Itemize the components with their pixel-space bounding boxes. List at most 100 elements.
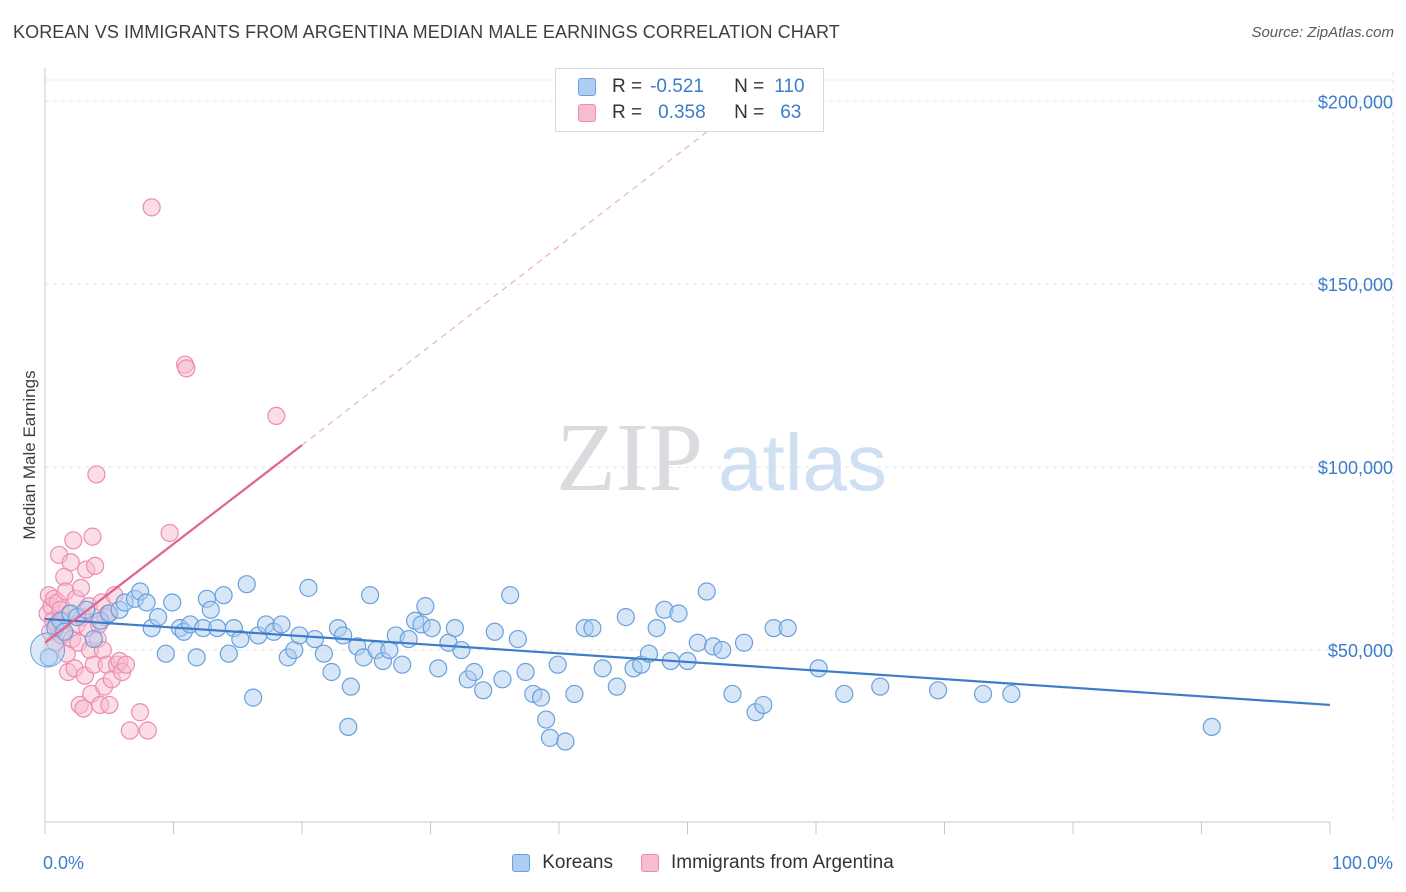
korean-point xyxy=(322,662,341,682)
legend-label-koreans: Koreans xyxy=(542,852,613,873)
korean-point xyxy=(305,629,324,649)
korean-point xyxy=(148,608,168,627)
x-tick-label-max: 100.0% xyxy=(1332,853,1393,873)
legend-swatch-argentina xyxy=(640,854,659,872)
y-tick-label: $50,000 xyxy=(1328,641,1393,661)
korean-point xyxy=(501,586,520,605)
korean-point-cluster xyxy=(30,632,66,668)
korean-point xyxy=(244,688,263,707)
argentina-point xyxy=(142,198,161,217)
korean-point xyxy=(156,644,175,663)
argentina-point xyxy=(138,721,157,740)
korean-point xyxy=(583,618,602,638)
korean-point xyxy=(208,618,227,638)
korean-point xyxy=(556,732,575,751)
watermark-zip: ZIP xyxy=(556,404,703,512)
korean-point xyxy=(55,622,74,641)
korean-point xyxy=(713,640,732,660)
series-legend: Koreans Immigrants from Argentina xyxy=(0,852,1406,874)
korean-point xyxy=(616,608,635,627)
argentina-point xyxy=(100,695,119,715)
korean-point xyxy=(84,629,103,649)
korean-point xyxy=(237,575,256,594)
korean-point xyxy=(214,586,233,605)
legend-label-argentina: Immigrants from Argentina xyxy=(670,852,894,873)
correlation-legend: R = -0.521 N = 110 R = 0.358 N = 63 xyxy=(555,68,824,132)
legend-n-label: N = xyxy=(734,76,765,97)
korean-point xyxy=(474,681,493,700)
argentina-point xyxy=(177,359,196,378)
korean-point xyxy=(39,648,58,667)
argentina-point xyxy=(87,465,106,484)
korean-point xyxy=(137,593,156,612)
korean-point xyxy=(537,710,556,729)
argentina-point xyxy=(64,531,83,550)
trend-line-argentina-extrapolated xyxy=(301,126,714,446)
legend-swatch-pink xyxy=(578,104,596,122)
legend-r-value: -0.521 xyxy=(650,76,704,97)
x-tick-labels: 0.0% 100.0% xyxy=(43,853,1393,873)
korean-point xyxy=(973,684,993,704)
legend-r-value: 0.358 xyxy=(658,102,706,123)
trend-line-argentina xyxy=(44,444,303,644)
korean-point xyxy=(219,644,238,663)
korean-point xyxy=(723,684,742,704)
korean-point xyxy=(734,633,754,652)
argentina-point xyxy=(267,406,286,426)
korean-point xyxy=(399,629,418,649)
korean-point xyxy=(1202,717,1221,736)
korean-point xyxy=(429,659,448,678)
korean-point xyxy=(607,677,626,696)
watermark-atlas: atlas xyxy=(718,418,887,507)
watermark: ZIP atlas xyxy=(556,404,887,512)
legend-n-value: 110 xyxy=(774,76,805,97)
trend-lines xyxy=(44,126,1331,707)
korean-point xyxy=(231,629,250,649)
korean-point xyxy=(163,593,182,612)
axes xyxy=(44,68,1331,834)
korean-point xyxy=(835,684,854,704)
korean-point xyxy=(593,659,612,678)
argentina-point xyxy=(120,721,139,740)
korean-point xyxy=(688,633,707,652)
legend-swatch-blue xyxy=(578,78,596,96)
legend-row-argentina: R = 0.358 N = 63 xyxy=(578,101,801,125)
korean-point xyxy=(778,618,797,638)
legend-item-argentina: Immigrants from Argentina xyxy=(640,852,894,874)
korean-point xyxy=(416,597,435,616)
y-tick-label: $150,000 xyxy=(1318,275,1393,295)
y-tick-label: $200,000 xyxy=(1318,92,1393,112)
korean-point xyxy=(928,681,948,700)
argentina-point xyxy=(160,523,179,543)
korean-point xyxy=(201,600,220,619)
y-tick-label: $100,000 xyxy=(1318,458,1393,478)
korean-point xyxy=(339,717,358,736)
korean-point xyxy=(508,629,527,649)
korean-point xyxy=(445,618,465,638)
korean-point xyxy=(465,662,484,682)
korean-point xyxy=(187,648,206,667)
korean-point xyxy=(540,728,560,747)
source-credit: Source: ZipAtlas.com xyxy=(1251,24,1394,41)
korean-point xyxy=(422,618,441,638)
legend-n-value: 63 xyxy=(780,102,802,123)
argentina-point xyxy=(130,703,150,722)
argentina-point xyxy=(116,655,136,674)
korean-point xyxy=(314,644,333,663)
korean-point xyxy=(548,655,567,674)
korean-point xyxy=(669,604,688,623)
korean-point xyxy=(647,618,666,638)
korean-point xyxy=(393,655,412,674)
korean-point xyxy=(754,695,773,715)
legend-item-koreans: Koreans xyxy=(512,852,613,874)
argentina-point xyxy=(71,578,91,597)
korean-point xyxy=(485,622,504,641)
korean-point xyxy=(493,670,512,689)
korean-point xyxy=(299,578,318,597)
chart-title: KOREAN VS IMMIGRANTS FROM ARGENTINA MEDI… xyxy=(13,22,840,42)
legend-r-label: R = xyxy=(612,102,643,123)
korean-point xyxy=(531,688,551,707)
korean-point xyxy=(565,684,584,704)
korean-point xyxy=(452,640,471,660)
